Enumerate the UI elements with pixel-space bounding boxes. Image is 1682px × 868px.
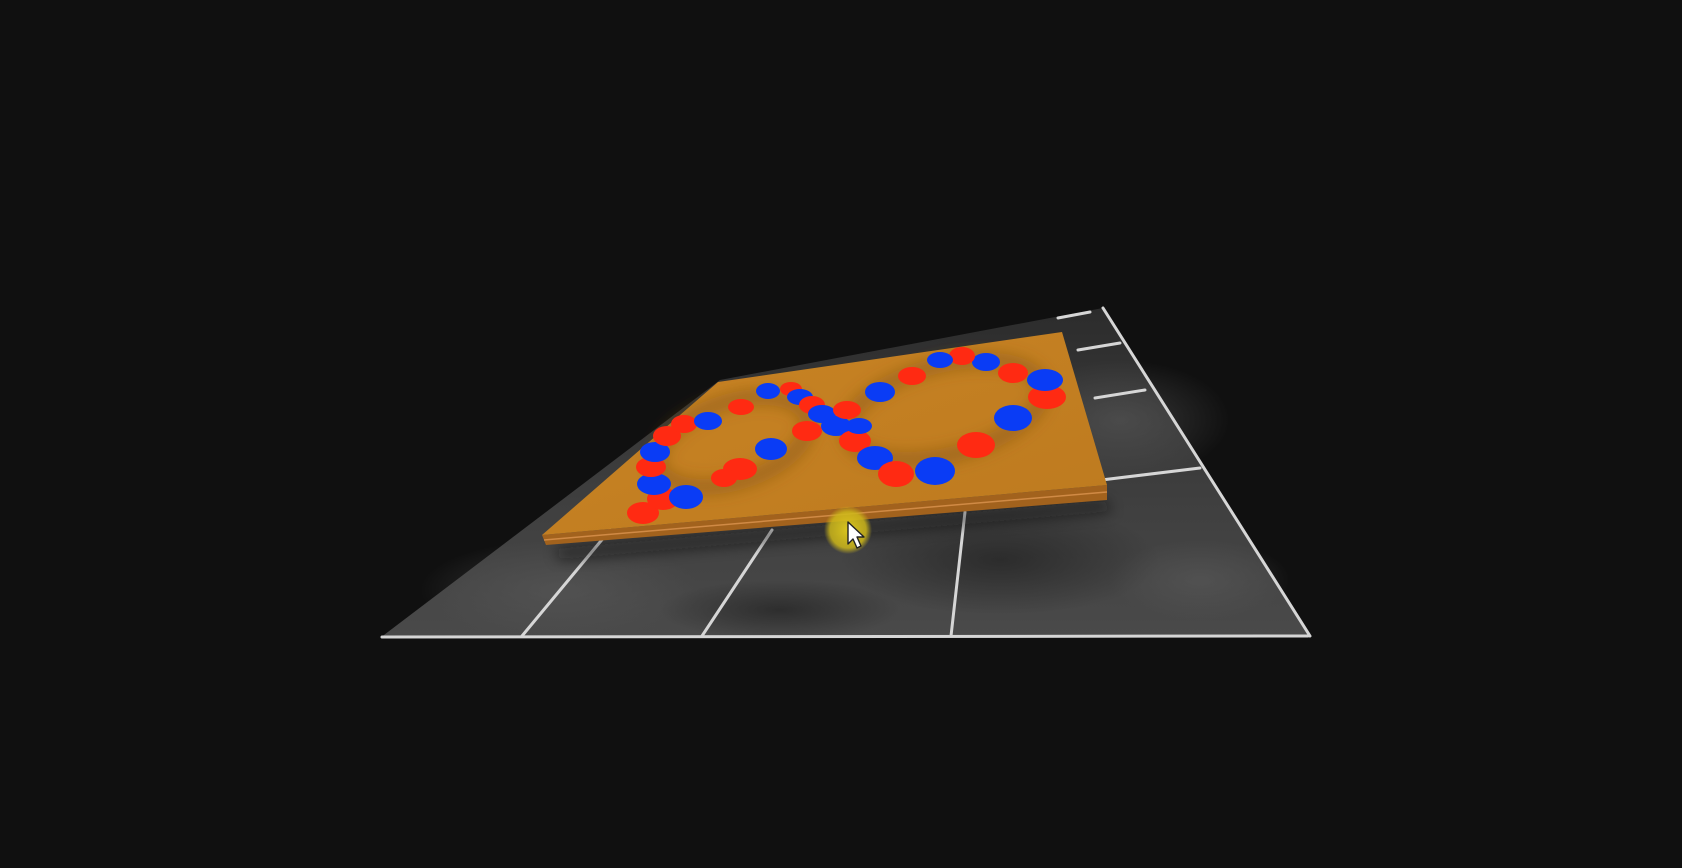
red-piece[interactable] (636, 457, 666, 477)
blue-piece[interactable] (669, 485, 703, 509)
red-piece[interactable] (627, 502, 659, 524)
blue-piece[interactable] (694, 412, 722, 430)
red-piece[interactable] (998, 363, 1028, 383)
blue-piece[interactable] (994, 405, 1032, 431)
blue-piece[interactable] (927, 352, 953, 368)
blue-piece[interactable] (755, 438, 787, 460)
blue-piece[interactable] (857, 446, 893, 470)
red-piece[interactable] (728, 399, 754, 415)
red-piece[interactable] (833, 401, 861, 419)
red-piece[interactable] (839, 430, 871, 452)
blue-piece[interactable] (640, 442, 670, 462)
red-piece[interactable] (949, 347, 975, 365)
blue-piece[interactable] (846, 418, 872, 434)
blue-piece[interactable] (972, 353, 1000, 371)
red-piece[interactable] (671, 415, 697, 433)
red-piece[interactable] (957, 432, 995, 458)
blue-piece[interactable] (1027, 369, 1063, 391)
blue-piece[interactable] (821, 416, 851, 436)
red-piece[interactable] (898, 367, 926, 385)
red-piece[interactable] (878, 461, 914, 487)
blue-piece[interactable] (637, 473, 671, 495)
red-piece[interactable] (711, 469, 737, 487)
red-piece[interactable] (792, 421, 822, 441)
red-piece[interactable] (653, 426, 681, 446)
red-piece[interactable] (1028, 385, 1066, 409)
blue-piece[interactable] (915, 457, 955, 485)
blue-piece[interactable] (865, 382, 895, 402)
game-pieces[interactable] (627, 347, 1066, 524)
blue-piece[interactable] (756, 383, 780, 399)
